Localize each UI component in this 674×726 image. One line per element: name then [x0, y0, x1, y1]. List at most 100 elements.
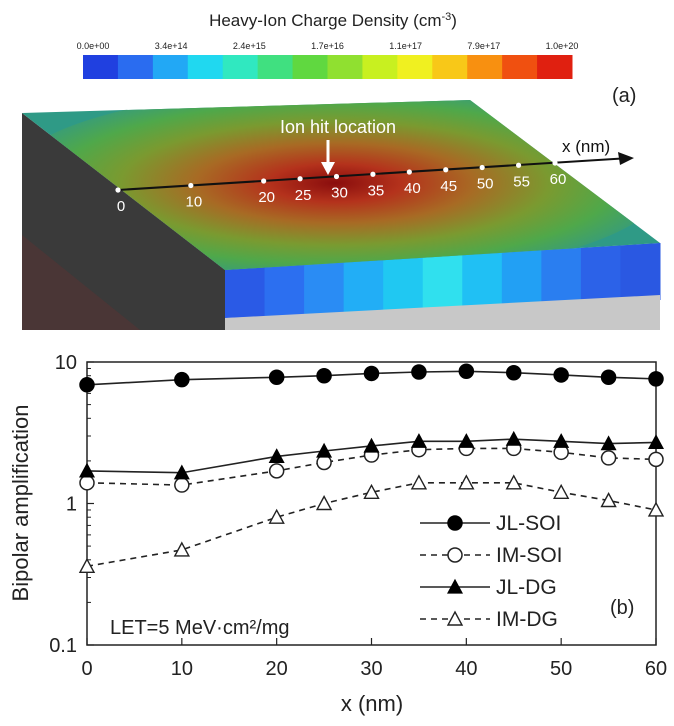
- ion-hit-label: Ion hit location: [280, 117, 396, 137]
- position-label: 10: [185, 194, 202, 211]
- marker-im-dg: [363, 483, 380, 499]
- marker-im-dg: [315, 495, 333, 511]
- front-band: [501, 250, 542, 307]
- position-label: 25: [295, 187, 312, 204]
- position-label: 35: [368, 182, 385, 199]
- x-tick-label: 60: [645, 658, 667, 680]
- marker-jl-dg: [505, 430, 522, 446]
- colorbar-band: [117, 55, 154, 79]
- legend-label: IM-SOI: [496, 544, 563, 567]
- position-dot: [188, 182, 194, 189]
- colorbar-ticks: 0.0e+00 3.4e+14 2.4e+15 1.7e+16 1.1e+17 7.9e+…: [77, 41, 579, 51]
- colorbar-band: [362, 55, 398, 79]
- x-tick-label: 50: [550, 658, 572, 680]
- position-dot: [115, 187, 121, 193]
- front-band: [383, 257, 424, 312]
- front-band: [620, 243, 661, 302]
- marker-jl-dg: [78, 462, 96, 478]
- series-group: [78, 363, 665, 573]
- marker-im-dg: [458, 474, 475, 490]
- colorbar-band: [397, 55, 433, 79]
- legend-label: IM-DG: [496, 608, 558, 631]
- x-axis-label-a: x (nm): [562, 137, 610, 156]
- position-dot: [406, 169, 412, 175]
- position-label: 60: [550, 171, 567, 188]
- colorbar-band: [257, 55, 294, 79]
- device-front-bands: [225, 243, 661, 318]
- device-left-face: [22, 113, 225, 330]
- colorbar-band: [83, 55, 119, 79]
- colorbar-band: [537, 55, 573, 79]
- marker-im-dg: [505, 474, 522, 490]
- colorbar-band: [222, 55, 259, 79]
- position-dot: [370, 171, 376, 177]
- marker-im-dg: [446, 610, 464, 626]
- marker-jl-soi: [316, 367, 332, 384]
- position-label: 40: [404, 180, 421, 197]
- colorbar-title: Heavy-Ion Charge Density (cm-3): [209, 11, 457, 30]
- front-band: [462, 252, 503, 309]
- marker-jl-soi: [174, 371, 190, 388]
- colorbar-tick-label: 1.1e+17: [389, 41, 422, 51]
- device-3d: x (nm) 0 10 20 25 30 35 40 45 50 55 60 Ion hit loc…: [22, 100, 661, 330]
- colorbar-band: [327, 55, 363, 79]
- x-tick-label: 10: [171, 658, 193, 680]
- marker-jl-soi: [79, 377, 95, 393]
- front-band: [225, 267, 266, 318]
- marker-im-dg: [647, 501, 665, 517]
- x-tick-label: 30: [360, 658, 382, 680]
- position-dot: [333, 173, 340, 180]
- marker-jl-soi: [648, 371, 664, 387]
- marker-jl-soi: [268, 369, 285, 386]
- colorbar-tick-label: 3.4e+14: [155, 41, 188, 51]
- series-im-dg: [78, 474, 665, 573]
- marker-im-dg: [78, 557, 96, 573]
- marker-im-soi: [447, 547, 463, 563]
- marker-im-dg: [552, 483, 570, 499]
- marker-im-dg: [600, 492, 617, 508]
- series-jl-dg: [78, 430, 665, 480]
- marker-jl-dg: [410, 433, 427, 448]
- marker-jl-dg: [316, 442, 333, 458]
- panel-a-label: (a): [612, 85, 636, 107]
- marker-im-soi: [268, 463, 285, 479]
- x-tick-label: 20: [266, 658, 288, 680]
- front-band: [304, 262, 345, 315]
- colorbar-tick-label: 1.7e+16: [311, 41, 344, 51]
- legend-label: JL-SOI: [496, 512, 561, 535]
- colorbar-band: [152, 55, 189, 79]
- x-tick-label: 40: [455, 658, 477, 680]
- position-dot: [515, 162, 522, 168]
- marker-jl-soi: [363, 365, 380, 382]
- panel-b-label: (b): [610, 597, 634, 619]
- colorbar-band: [432, 55, 468, 79]
- marker-im-soi: [79, 475, 95, 491]
- marker-jl-dg: [647, 434, 665, 450]
- marker-jl-soi: [553, 367, 569, 383]
- y-axis-title: Bipolar amplification: [8, 405, 33, 602]
- y-tick-label: 10: [55, 352, 77, 374]
- marker-im-dg: [268, 508, 285, 524]
- front-band: [580, 245, 621, 304]
- position-label: 50: [477, 176, 494, 193]
- marker-jl-dg: [458, 433, 475, 448]
- x-tick-label: 0: [81, 658, 92, 680]
- colorbar-tick-label: 1.0e+20: [546, 41, 579, 51]
- let-annotation: LET=5 MeV·cm²/mg: [110, 617, 289, 639]
- front-band: [422, 255, 463, 310]
- marker-im-soi: [648, 451, 664, 468]
- marker-jl-soi: [506, 364, 522, 381]
- position-dot: [443, 167, 449, 173]
- position-label: 20: [258, 189, 275, 206]
- colorbar-band: [467, 55, 503, 79]
- position-dot: [297, 176, 303, 182]
- colorbar-band: [292, 55, 328, 79]
- panel-a: Heavy-Ion Charge Density (cm-3) 0.0e+00 3…: [22, 11, 661, 330]
- x-axis-title: x (nm): [341, 691, 403, 716]
- marker-im-soi: [174, 477, 190, 493]
- position-markers: 0 10 20 25 30 35 40 45 50 55 60: [115, 160, 566, 215]
- front-band: [541, 247, 582, 305]
- marker-im-dg: [173, 541, 191, 557]
- device-left-substrate: [22, 235, 140, 330]
